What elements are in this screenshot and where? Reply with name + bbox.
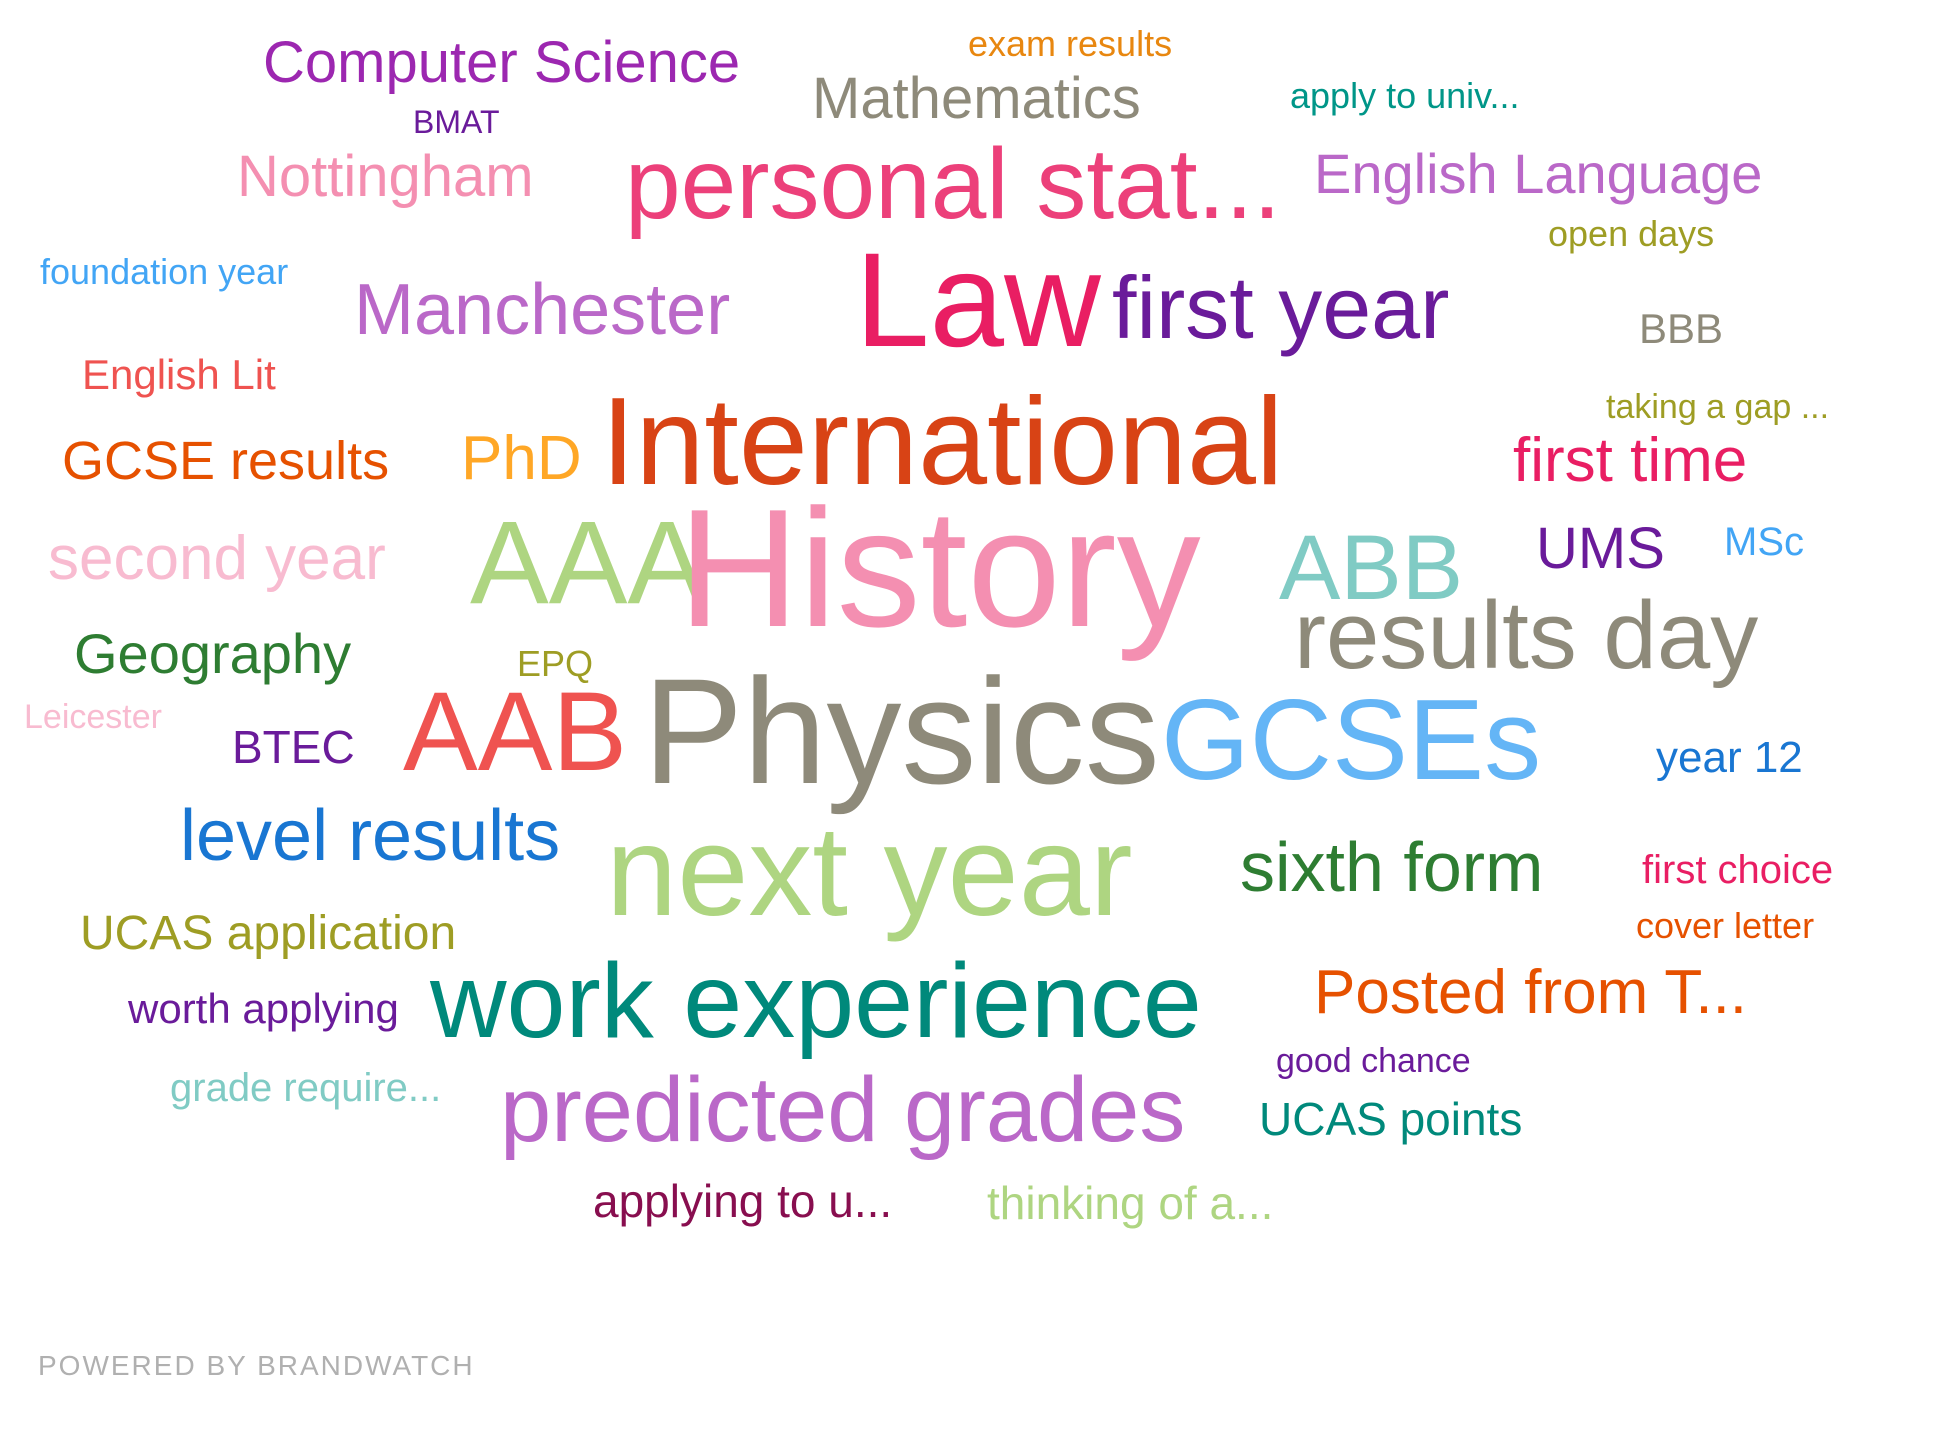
wordcloud-word: UCAS application bbox=[80, 910, 456, 958]
wordcloud-container: exam results Computer Science Mathematics a… bbox=[0, 0, 1951, 1452]
wordcloud-word: thinking of a... bbox=[987, 1180, 1273, 1226]
wordcloud-word: PhD bbox=[461, 428, 582, 490]
wordcloud-word: sixth form bbox=[1240, 832, 1543, 902]
wordcloud-word: taking a gap ... bbox=[1606, 390, 1829, 424]
wordcloud-word: grade require... bbox=[170, 1068, 441, 1108]
wordcloud-word: UCAS points bbox=[1259, 1096, 1522, 1142]
wordcloud-word: MSc bbox=[1724, 522, 1804, 562]
wordcloud-word: BBB bbox=[1639, 308, 1723, 350]
wordcloud-word: Manchester bbox=[354, 274, 730, 346]
wordcloud-word: good chance bbox=[1276, 1044, 1471, 1078]
wordcloud-word: first year bbox=[1112, 264, 1449, 352]
wordcloud-word: Geography bbox=[74, 626, 351, 682]
wordcloud-word: Leicester bbox=[24, 700, 162, 734]
wordcloud-word: BTEC bbox=[232, 724, 355, 770]
wordcloud-word: personal stat... bbox=[625, 134, 1281, 234]
wordcloud-word: work experience bbox=[430, 948, 1202, 1054]
wordcloud-word: year 12 bbox=[1656, 736, 1803, 780]
wordcloud-word: UMS bbox=[1536, 520, 1665, 578]
wordcloud-word: cover letter bbox=[1636, 908, 1814, 944]
wordcloud-word: Posted from T... bbox=[1314, 962, 1747, 1024]
wordcloud-word: apply to univ... bbox=[1290, 78, 1519, 114]
wordcloud-word: exam results bbox=[968, 26, 1172, 62]
wordcloud-word: second year bbox=[48, 528, 386, 590]
wordcloud-word: applying to u... bbox=[593, 1178, 892, 1224]
wordcloud-word: Mathematics bbox=[812, 70, 1141, 128]
wordcloud-word: AAA bbox=[470, 504, 706, 622]
attribution-label: POWERED BY BRANDWATCH bbox=[38, 1350, 475, 1382]
wordcloud-word: GCSEs bbox=[1161, 684, 1541, 798]
wordcloud-word: Nottingham bbox=[237, 148, 534, 206]
wordcloud-word: History bbox=[678, 484, 1201, 652]
wordcloud-word: Physics bbox=[643, 656, 1160, 806]
wordcloud-word: first time bbox=[1513, 430, 1747, 492]
wordcloud-word: next year bbox=[606, 808, 1133, 936]
wordcloud-word: foundation year bbox=[40, 254, 288, 290]
wordcloud-word: level results bbox=[180, 800, 560, 872]
wordcloud-word: GCSE results bbox=[62, 434, 389, 488]
wordcloud-word: English Lit bbox=[82, 354, 276, 396]
wordcloud-word: BMAT bbox=[413, 106, 500, 138]
wordcloud-word: English Language bbox=[1314, 146, 1762, 202]
wordcloud-word: open days bbox=[1548, 216, 1714, 252]
wordcloud-word: AAB bbox=[403, 676, 627, 788]
wordcloud-word: predicted grades bbox=[500, 1064, 1185, 1156]
wordcloud-word: worth applying bbox=[128, 988, 399, 1030]
wordcloud-word: results day bbox=[1294, 588, 1758, 684]
wordcloud-word: Computer Science bbox=[263, 34, 740, 92]
wordcloud-word: first choice bbox=[1642, 850, 1833, 890]
wordcloud-word: Law bbox=[855, 234, 1101, 368]
